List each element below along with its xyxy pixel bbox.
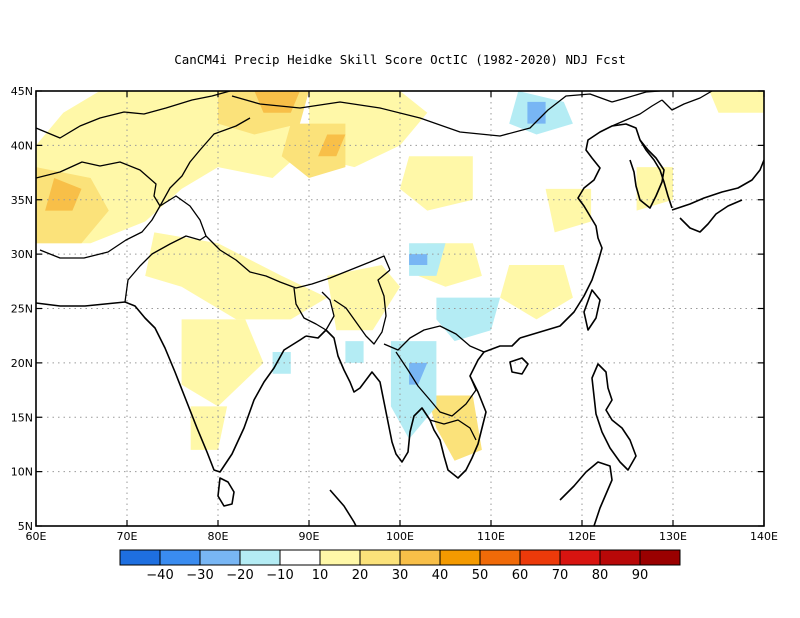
colorbar-label-2: −20 xyxy=(226,568,253,583)
lat-label-35: 35N xyxy=(11,194,33,207)
lon-label-110: 110E xyxy=(477,530,505,543)
colorbar: −40 −30 −20 −10 10 20 30 40 50 60 70 80 90 xyxy=(119,549,681,583)
border-pakistan xyxy=(39,195,207,259)
coastline-japan xyxy=(671,159,764,233)
colorbar-cell-5 xyxy=(319,549,361,566)
colorbar-cell-2 xyxy=(199,549,241,566)
coastline-taiwan xyxy=(583,289,601,331)
coastline-sumatra xyxy=(329,489,357,526)
lat-label-10: 10N xyxy=(11,466,33,479)
colorbar-label-0: −40 xyxy=(146,568,173,583)
graticule xyxy=(36,91,764,526)
lat-label-20: 20N xyxy=(11,357,33,370)
colorbar-label-9: 60 xyxy=(512,568,529,583)
colorbar-label-1: −30 xyxy=(186,568,213,583)
lon-label-120: 120E xyxy=(568,530,596,543)
colorbar-cells xyxy=(119,549,681,566)
coastline-hainan xyxy=(509,357,529,375)
colorbar-labels: −40 −30 −20 −10 10 20 30 40 50 60 70 80 90 xyxy=(146,568,648,583)
axis-tick-marks xyxy=(35,90,765,527)
skill-region-2 xyxy=(400,156,473,211)
border-bangladesh xyxy=(293,287,335,331)
border-north-korea-china xyxy=(611,99,663,127)
coastlines xyxy=(36,123,764,526)
lon-label-130: 130E xyxy=(659,530,687,543)
border-mongolia-china xyxy=(231,93,613,137)
skill-region-25 xyxy=(527,101,546,124)
colorbar-cell-10 xyxy=(519,549,561,566)
colorbar-label-10: 70 xyxy=(552,568,569,583)
lon-label-140: 140E xyxy=(750,530,778,543)
lon-label-80: 80E xyxy=(208,530,229,543)
border-central-asia xyxy=(36,91,231,139)
lat-label-25: 25N xyxy=(11,303,33,316)
colorbar-label-8: 50 xyxy=(472,568,489,583)
skill-region-8 xyxy=(500,265,573,320)
colorbar-label-5: 20 xyxy=(352,568,369,583)
colorbar-label-4: 10 xyxy=(312,568,329,583)
colorbar-cell-9 xyxy=(479,549,521,566)
skill-region-23 xyxy=(345,341,364,363)
lat-label-45: 45N xyxy=(11,85,33,98)
border-thailand-cambodia xyxy=(395,351,477,417)
skill-region-6 xyxy=(327,265,400,331)
colorbar-label-6: 30 xyxy=(392,568,409,583)
lat-label-15: 15N xyxy=(11,411,33,424)
coastline-south-china xyxy=(519,123,673,339)
border-cambodia-vietnam xyxy=(429,419,477,441)
lat-label-30: 30N xyxy=(11,248,33,261)
colorbar-cell-13 xyxy=(639,549,681,566)
colorbar-cell-8 xyxy=(439,549,481,566)
colorbar-label-11: 80 xyxy=(592,568,609,583)
map-plot-area: 60E 70E 80E 90E 100E 110E 120E 130E 140E 5N 10N 15… xyxy=(11,85,778,543)
colorbar-label-7: 40 xyxy=(432,568,449,583)
coastline-korea xyxy=(629,139,665,209)
colorbar-label-3: −10 xyxy=(266,568,293,583)
skill-region-16 xyxy=(45,178,82,211)
longitude-tick-labels: 60E 70E 80E 90E 100E 110E 120E 130E 140E xyxy=(26,530,778,543)
colorbar-cell-0 xyxy=(119,549,161,566)
coastline-arabian-sea xyxy=(36,301,307,473)
lon-label-90: 90E xyxy=(299,530,320,543)
colorbar-cell-6 xyxy=(359,549,401,566)
coastline-philippines xyxy=(591,363,637,471)
skill-region-4 xyxy=(181,319,264,407)
map-title: CanCM4i Precip Heidke Skill Score OctIC … xyxy=(174,52,626,67)
coastline-borneo xyxy=(559,461,613,526)
coastline-sri-lanka xyxy=(217,477,235,507)
border-iran-afghanistan xyxy=(36,161,161,207)
skill-region-18 xyxy=(318,134,346,157)
colorbar-cell-3 xyxy=(239,549,281,566)
border-myanmar xyxy=(333,269,391,345)
skill-region-11 xyxy=(709,91,764,113)
border-india-china-nepal xyxy=(205,235,391,289)
border-laos-vietnam xyxy=(383,325,485,353)
colorbar-cell-7 xyxy=(399,549,441,566)
colorbar-cell-4 xyxy=(279,549,321,566)
colorbar-cell-12 xyxy=(599,549,641,566)
lon-label-60: 60E xyxy=(26,530,47,543)
border-china-tajik-kyrgyz xyxy=(159,117,251,207)
skill-region-24 xyxy=(272,352,291,374)
coastline-bay-of-bengal xyxy=(305,329,521,479)
lat-label-40: 40N xyxy=(11,139,33,152)
lon-label-100: 100E xyxy=(386,530,414,543)
latitude-tick-labels: 5N 10N 15N 20N 25N 30N 35N 40N 45N xyxy=(11,85,33,533)
skill-region-21 xyxy=(436,297,501,342)
border-india-pakistan xyxy=(124,235,207,303)
colorbar-cell-1 xyxy=(159,549,201,566)
lat-label-5: 5N xyxy=(18,520,33,533)
skill-region-26 xyxy=(409,254,428,265)
country-borders xyxy=(36,91,713,441)
colorbar-cell-11 xyxy=(559,549,601,566)
lon-label-70: 70E xyxy=(117,530,138,543)
colorbar-label-12: 90 xyxy=(632,568,649,583)
